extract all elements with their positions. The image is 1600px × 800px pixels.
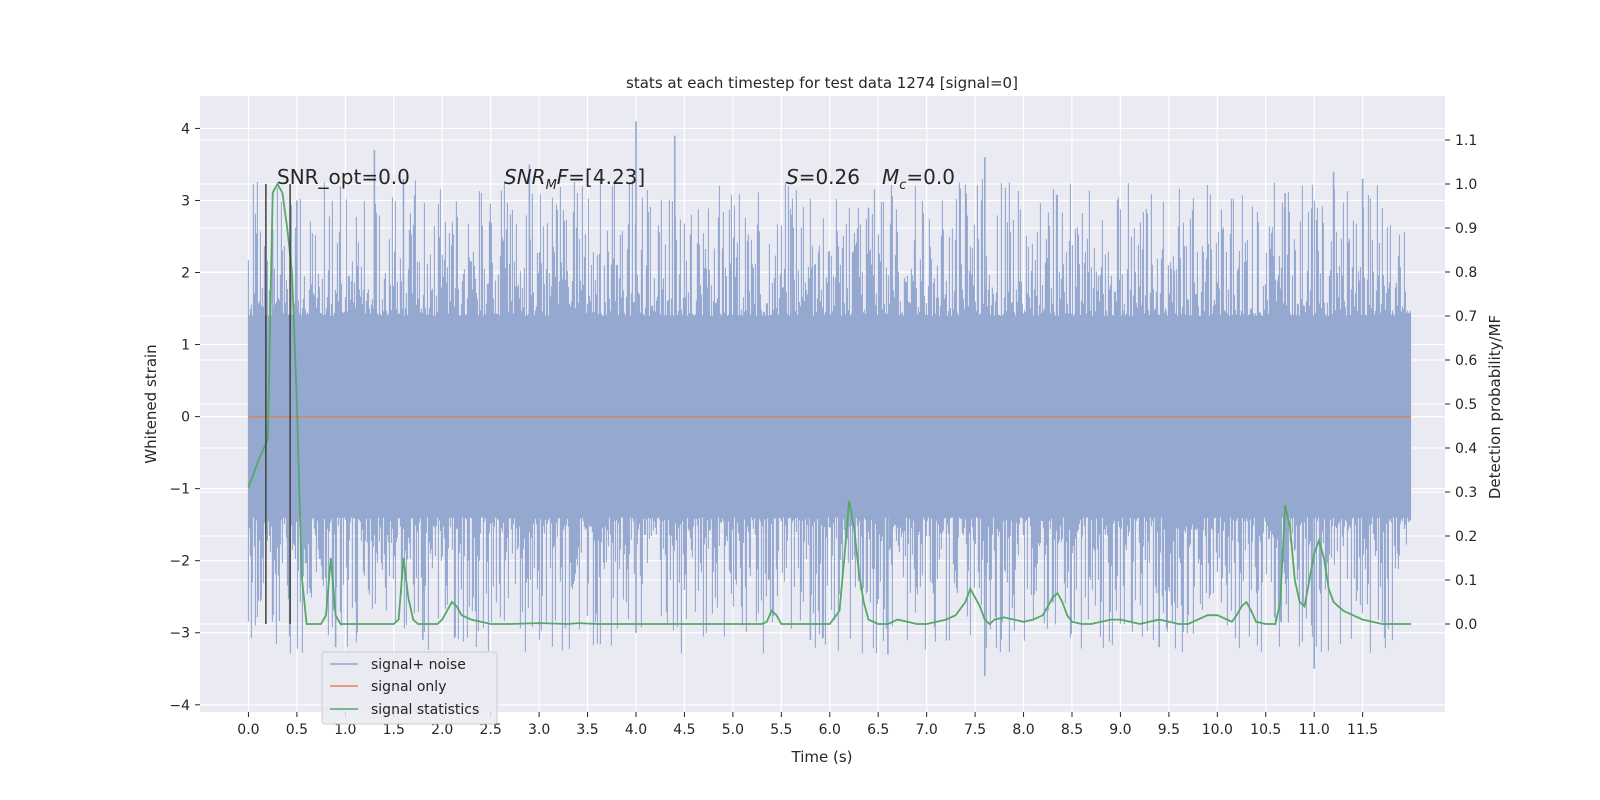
snr-mf-tail: F — [557, 165, 569, 189]
mc-value: =0.0 — [906, 165, 955, 189]
mc-sub: c — [899, 178, 906, 193]
x-tick-label: 1.0 — [334, 722, 356, 738]
annotation-snr-mf: SNRMF=[4.23] — [504, 165, 645, 193]
x-tick-label: 4.5 — [673, 722, 695, 738]
y-right-tick-label: 0.5 — [1455, 397, 1477, 413]
x-tick-label: 0.5 — [286, 722, 308, 738]
y-tick-label: −2 — [169, 554, 190, 570]
statistics-series — [247, 182, 1412, 626]
chart-title: stats at each timestep for test data 127… — [626, 74, 1018, 92]
x-tick-label: 3.0 — [528, 722, 550, 738]
y-tick-label: −1 — [169, 482, 190, 498]
x-tick-label: 2.0 — [431, 722, 453, 738]
vertical-lines — [265, 184, 291, 624]
y-tick-label: −4 — [169, 698, 190, 714]
x-tick-label: 7.5 — [964, 722, 986, 738]
x-tick-label: 5.5 — [770, 722, 792, 738]
y-right-ticks: 0.0 0.1 0.2 0.3 0.4 0.5 0.6 0.7 0.8 0.9 1.0 1.1 — [1445, 133, 1477, 633]
y-tick-label: 2 — [181, 266, 190, 282]
x-tick-label: 10.0 — [1202, 722, 1233, 738]
s-value: =0.26 — [799, 165, 860, 189]
y-right-axis-label: Detection probability/MF — [1486, 315, 1504, 499]
y-right-tick-label: 1.0 — [1455, 177, 1477, 193]
y-right-tick-label: 0.2 — [1455, 529, 1477, 545]
x-tick-label: 3.5 — [576, 722, 598, 738]
annotation-mc: Mc=0.0 — [882, 165, 955, 193]
y-right-tick-label: 1.1 — [1455, 133, 1477, 149]
x-tick-label: 5.0 — [722, 722, 744, 738]
y-tick-label: −3 — [169, 626, 190, 642]
x-tick-label: 11.0 — [1299, 722, 1330, 738]
noise-trace — [247, 179, 1411, 654]
legend: signal+ noise signal only signal statist… — [321, 651, 498, 725]
y-right-tick-label: 0.9 — [1455, 221, 1477, 237]
x-tick-label: 1.5 — [383, 722, 405, 738]
x-tick-label: 2.5 — [480, 722, 502, 738]
x-tick-label: 11.5 — [1347, 722, 1378, 738]
x-tick-label: 6.5 — [867, 722, 889, 738]
y-right-tick-label: 0.0 — [1455, 617, 1477, 633]
snr-mf-base: SNR — [504, 165, 546, 189]
legend-label-noise: signal+ noise — [371, 657, 466, 673]
x-ticks: 0.0 0.5 1.0 1.5 2.0 2.5 3.0 3.5 4.0 4.5 5.0 5.5 6.0 6… — [237, 712, 1378, 738]
y-tick-label: 1 — [181, 338, 190, 354]
y-axis-label: Whitened strain — [142, 344, 160, 463]
x-tick-label: 9.0 — [1109, 722, 1131, 738]
snr-mf-sub: M — [546, 178, 557, 193]
legend-label-signal-only: signal only — [371, 679, 446, 695]
legend-box — [321, 651, 498, 725]
y-right-tick-label: 0.8 — [1455, 265, 1477, 281]
y-right-tick-label: 0.3 — [1455, 485, 1477, 501]
x-tick-label: 10.5 — [1250, 722, 1281, 738]
y-right-tick-label: 0.1 — [1455, 573, 1477, 589]
y-right-tick-label: 0.6 — [1455, 353, 1477, 369]
x-tick-label: 6.0 — [819, 722, 841, 738]
x-tick-label: 7.0 — [916, 722, 938, 738]
annotation-snr-opt: SNR_opt=0.0 — [277, 165, 410, 189]
mc-label: M — [882, 165, 899, 189]
x-tick-label: 9.5 — [1158, 722, 1180, 738]
x-axis-label: Time (s) — [791, 748, 853, 766]
y-ticks: −4 −3 −2 −1 0 1 2 3 4 — [169, 121, 200, 714]
y-right-tick-label: 0.4 — [1455, 441, 1477, 457]
s-label: S — [786, 165, 799, 189]
x-tick-label: 8.0 — [1012, 722, 1034, 738]
x-tick-label: 8.5 — [1061, 722, 1083, 738]
legend-label-statistics: signal statistics — [371, 702, 479, 718]
y-right-tick-label: 0.7 — [1455, 309, 1477, 325]
annotation-s: S=0.26 — [786, 165, 860, 189]
y-tick-label: 4 — [181, 121, 190, 137]
y-tick-label: 3 — [181, 193, 190, 209]
statistics-line — [247, 182, 1412, 626]
y-tick-label: 0 — [181, 410, 190, 426]
x-tick-label: 4.0 — [625, 722, 647, 738]
snr-mf-value: =[4.23] — [568, 165, 645, 189]
x-tick-label: 0.0 — [237, 722, 259, 738]
